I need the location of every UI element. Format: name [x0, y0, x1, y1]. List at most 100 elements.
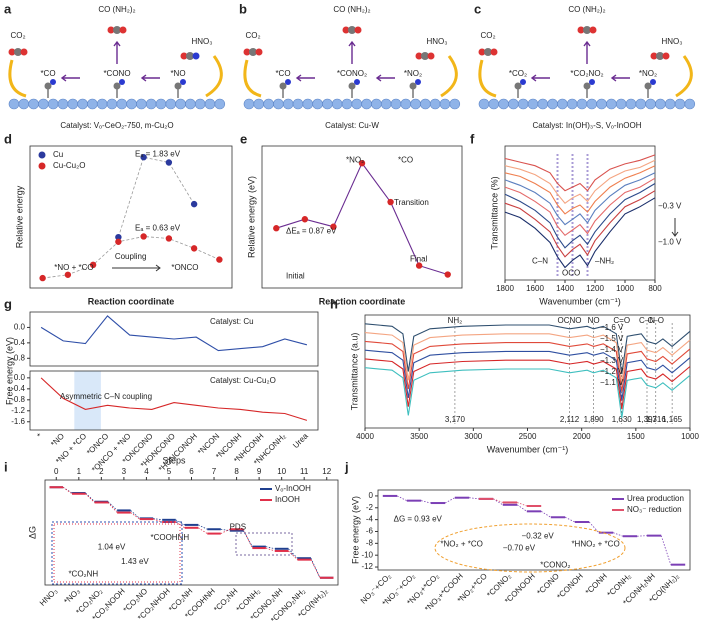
annotation: *CO₂NH	[68, 570, 98, 579]
atom	[409, 82, 417, 90]
reference-value: 3,170	[445, 415, 466, 424]
category-label: *	[35, 432, 44, 441]
catalyst-atom	[38, 98, 49, 110]
y-tick-label: 0.0	[14, 373, 26, 382]
annotation: −0.32 eV	[522, 532, 555, 541]
catalyst-atom	[537, 98, 549, 110]
step-connector	[660, 535, 672, 565]
y-tick-label: -0.8	[11, 395, 25, 404]
catalyst-atom	[557, 98, 568, 110]
series-line	[504, 190, 656, 258]
reference-group: C–N	[639, 316, 655, 325]
plot-frame	[261, 145, 463, 289]
annotation: ΔG = 0.93 eV	[394, 515, 443, 524]
x-axis-label: Steps	[162, 455, 186, 465]
reference-group: OCNO	[558, 316, 582, 325]
series-line	[504, 159, 656, 204]
catalyst-atom	[116, 98, 128, 110]
arrow	[375, 74, 395, 82]
y-tick-label: 0.0	[14, 323, 26, 332]
intermediate-label: *CO₂NO₂	[570, 69, 603, 78]
catalyst-atom	[429, 98, 441, 110]
molecule-label: CO₂	[245, 31, 260, 40]
y-axis-label: Relative energy (eV)	[246, 176, 256, 258]
atom	[279, 82, 287, 90]
data-point	[115, 238, 122, 245]
step-connector	[85, 492, 95, 503]
step-connector	[288, 550, 298, 560]
panel-letter: g	[4, 296, 12, 311]
data-point	[89, 261, 97, 269]
data-point	[115, 233, 122, 241]
reference-group: NH₂	[448, 316, 463, 325]
catalyst-atom	[8, 98, 20, 110]
catalyst-atom	[87, 98, 98, 110]
x-tick-label: 1400	[556, 284, 574, 293]
catalyst-atom	[273, 98, 284, 110]
catalyst-atom	[106, 98, 118, 110]
x-tick-label: 12	[322, 467, 331, 476]
series-line	[364, 358, 691, 410]
plot-frame	[377, 489, 691, 571]
arrow	[113, 40, 121, 64]
curve-label: −1.3 V	[600, 356, 624, 365]
annotation: Initial	[286, 272, 305, 281]
cycle-arrow	[440, 55, 458, 98]
arrow	[112, 264, 161, 272]
catalyst-atom	[263, 98, 274, 110]
arrow	[610, 74, 630, 82]
panel-letter: f	[470, 131, 475, 146]
curve-label: −1.5 V	[600, 334, 624, 343]
catalyst-atom	[361, 98, 372, 110]
atom	[348, 82, 356, 90]
catalyst-atom	[625, 98, 637, 110]
step-connector	[130, 512, 140, 520]
atom	[662, 52, 670, 60]
atom	[589, 26, 597, 34]
atom	[478, 48, 486, 56]
x-tick-label: 10	[277, 467, 286, 476]
panel-letter: d	[4, 131, 12, 146]
y-tick-label: -1.2	[11, 406, 25, 415]
data-point	[273, 225, 280, 232]
series-line	[364, 340, 691, 392]
cycle-arrow	[8, 59, 27, 98]
highlight-band	[74, 371, 101, 430]
catalyst-atom	[28, 98, 39, 110]
catalyst-atom	[606, 98, 617, 110]
x-tick-label: 8	[234, 467, 239, 476]
atom	[285, 79, 291, 85]
atom	[650, 52, 658, 60]
x-axis-label: Wavenumber (cm⁻¹)	[487, 444, 568, 454]
molecule-label: HNO₃	[191, 37, 212, 46]
atom	[644, 82, 652, 90]
annotation: ΔEₐ = 0.87 eV	[286, 226, 337, 235]
catalyst-atom	[498, 98, 509, 110]
panel-letter: h	[330, 296, 338, 311]
y-tick-label: -0.4	[11, 384, 25, 393]
y-tick-label: -4	[366, 515, 374, 524]
y-tick-label: -0.4	[11, 338, 25, 347]
catalyst-atom	[302, 98, 314, 110]
catalyst-atom	[47, 98, 59, 110]
x-tick-label: 4	[144, 467, 149, 476]
x-tick-label: 5	[167, 467, 172, 476]
catalyst-label: Catalyst: Vₒ-CeO₂-750, m-Cu₂O	[60, 121, 173, 130]
annotation: *COOHNH	[150, 533, 189, 542]
step-connector	[85, 493, 95, 503]
x-tick-label: 4000	[356, 432, 374, 441]
x-tick-label: 1800	[496, 284, 514, 293]
catalyst-atom	[420, 98, 431, 110]
atom	[415, 52, 423, 60]
atom	[14, 48, 22, 56]
x-tick-label: 1600	[526, 284, 544, 293]
data-point	[444, 271, 451, 278]
catalyst-atom	[185, 98, 196, 110]
data-point	[39, 274, 46, 282]
atom	[113, 26, 121, 34]
catalyst-atom	[674, 98, 686, 110]
guide-line	[118, 156, 195, 238]
atom	[354, 26, 362, 34]
catalyst-label: Catalyst: In(OH)₃-S, Vₒ-InOOH	[533, 121, 642, 130]
step-connector	[130, 510, 140, 519]
